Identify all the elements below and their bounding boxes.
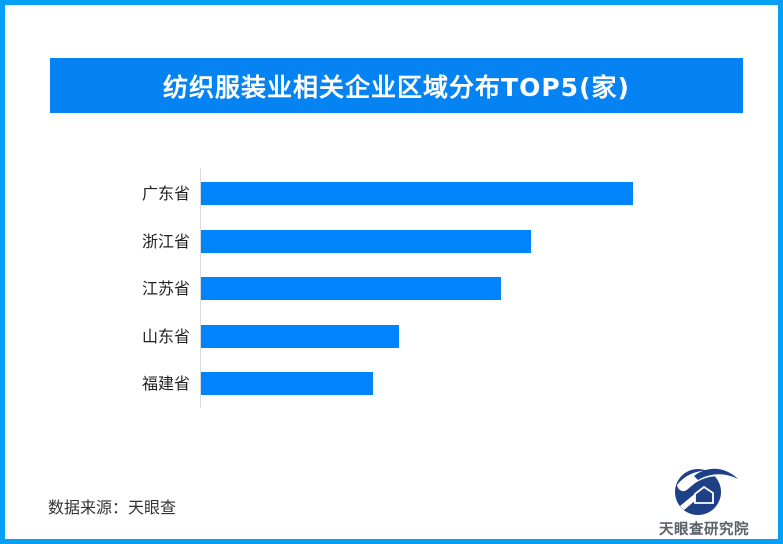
bar [201,182,633,205]
bar-row: 山东省 [5,325,775,348]
y-axis-line [200,168,201,408]
category-label: 江苏省 [141,279,190,298]
bar-row: 福建省 [5,372,775,395]
data-source-text: 数据来源：天眼查 [48,498,177,517]
category-label: 广东省 [141,184,190,203]
category-label: 福建省 [141,374,190,393]
bar-row: 广东省 [5,182,775,205]
title-banner: 纺织服装业相关企业区域分布TOP5(家) [50,58,743,113]
bar [201,372,373,395]
bar-row: 浙江省 [5,230,775,253]
bar [201,325,399,348]
bar-row: 江苏省 [5,277,775,300]
logo-text: 天眼查研究院 [659,522,749,538]
chart-title: 纺织服装业相关企业区域分布TOP5(家) [163,72,630,102]
tianyancha-eye-logo-icon [675,468,738,515]
bar [201,277,501,300]
category-label: 浙江省 [141,232,190,251]
category-label: 山东省 [141,327,190,346]
logo-block: 天眼查研究院 [635,465,775,539]
bar [201,230,531,253]
